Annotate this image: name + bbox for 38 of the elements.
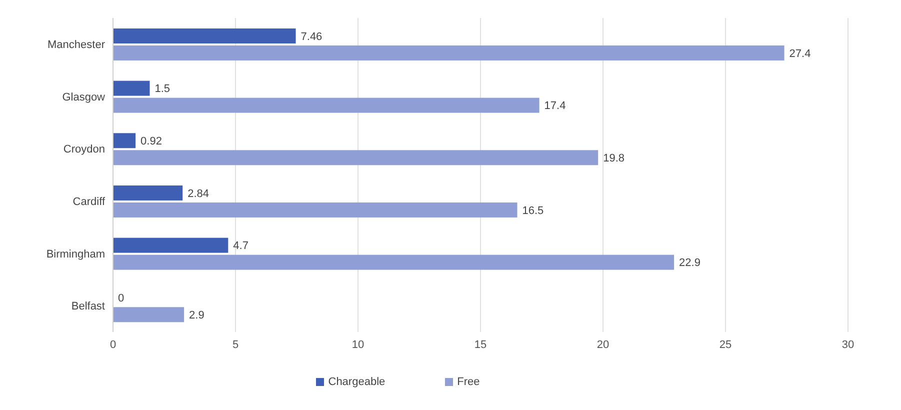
bar <box>113 80 150 96</box>
data-label: 16.5 <box>522 204 544 217</box>
bar <box>113 202 518 218</box>
bar <box>113 185 183 200</box>
y-tick-label: Cardiff <box>72 196 106 208</box>
y-tick-label: Manchester <box>48 39 106 52</box>
data-label: 7.46 <box>300 30 322 43</box>
bar <box>113 133 136 148</box>
data-label: 17.4 <box>544 100 566 112</box>
data-label: 2.9 <box>189 309 204 322</box>
x-tick-label: 30 <box>842 338 854 351</box>
data-label: 19.8 <box>603 152 625 164</box>
x-tick-label: 15 <box>474 338 487 351</box>
x-tick-label: 25 <box>719 338 732 351</box>
data-label: 22.9 <box>679 257 700 270</box>
x-tick-label: 20 <box>596 338 610 351</box>
data-label: 27.4 <box>789 48 811 60</box>
y-tick-label: Croydon <box>63 144 105 156</box>
bar <box>113 254 674 270</box>
bar <box>113 98 540 113</box>
data-label: 4.7 <box>233 240 248 252</box>
bar <box>113 307 184 322</box>
data-label: 0 <box>118 292 124 304</box>
y-tick-label: Belfast <box>71 300 105 313</box>
y-tick-label: Birmingham <box>46 248 105 260</box>
data-label: 1.5 <box>154 83 170 96</box>
bar <box>113 45 784 60</box>
x-tick-label: 5 <box>232 338 239 351</box>
legend-label: Free <box>457 376 480 388</box>
y-tick-label: Glasgow <box>62 91 106 104</box>
data-label: 2.84 <box>188 188 209 200</box>
data-label: 0.92 <box>140 135 162 148</box>
x-tick-label: 10 <box>352 338 364 351</box>
x-tick-label: 0 <box>110 338 116 351</box>
bar <box>113 150 598 166</box>
legend-label: Chargeable <box>328 376 386 388</box>
bar <box>113 28 296 44</box>
bar <box>113 238 228 253</box>
